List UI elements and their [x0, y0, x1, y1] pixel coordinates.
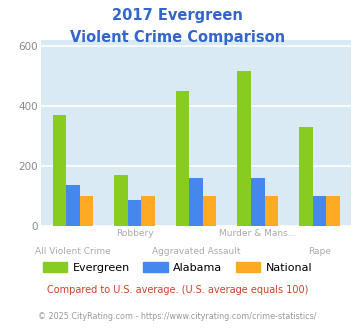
Bar	[66, 185, 80, 226]
Text: Aggravated Assault: Aggravated Assault	[152, 248, 240, 256]
Text: Rape: Rape	[308, 248, 331, 256]
Text: Murder & Mans...: Murder & Mans...	[219, 229, 296, 238]
Bar	[176, 91, 189, 226]
Bar	[313, 196, 326, 226]
Bar	[128, 201, 141, 226]
Text: © 2025 CityRating.com - https://www.cityrating.com/crime-statistics/: © 2025 CityRating.com - https://www.city…	[38, 312, 317, 321]
Bar	[326, 196, 340, 226]
Text: Compared to U.S. average. (U.S. average equals 100): Compared to U.S. average. (U.S. average …	[47, 285, 308, 295]
Legend: Evergreen, Alabama, National: Evergreen, Alabama, National	[38, 258, 317, 278]
Bar	[141, 196, 155, 226]
Text: All Violent Crime: All Violent Crime	[35, 248, 111, 256]
Bar	[299, 127, 313, 226]
Bar	[53, 115, 66, 226]
Bar	[251, 178, 264, 226]
Bar	[237, 71, 251, 226]
Text: Robbery: Robbery	[116, 229, 153, 238]
Bar	[264, 196, 278, 226]
Text: 2017 Evergreen: 2017 Evergreen	[112, 8, 243, 23]
Text: Violent Crime Comparison: Violent Crime Comparison	[70, 30, 285, 45]
Bar	[189, 178, 203, 226]
Bar	[114, 175, 128, 226]
Bar	[80, 196, 93, 226]
Bar	[203, 196, 217, 226]
